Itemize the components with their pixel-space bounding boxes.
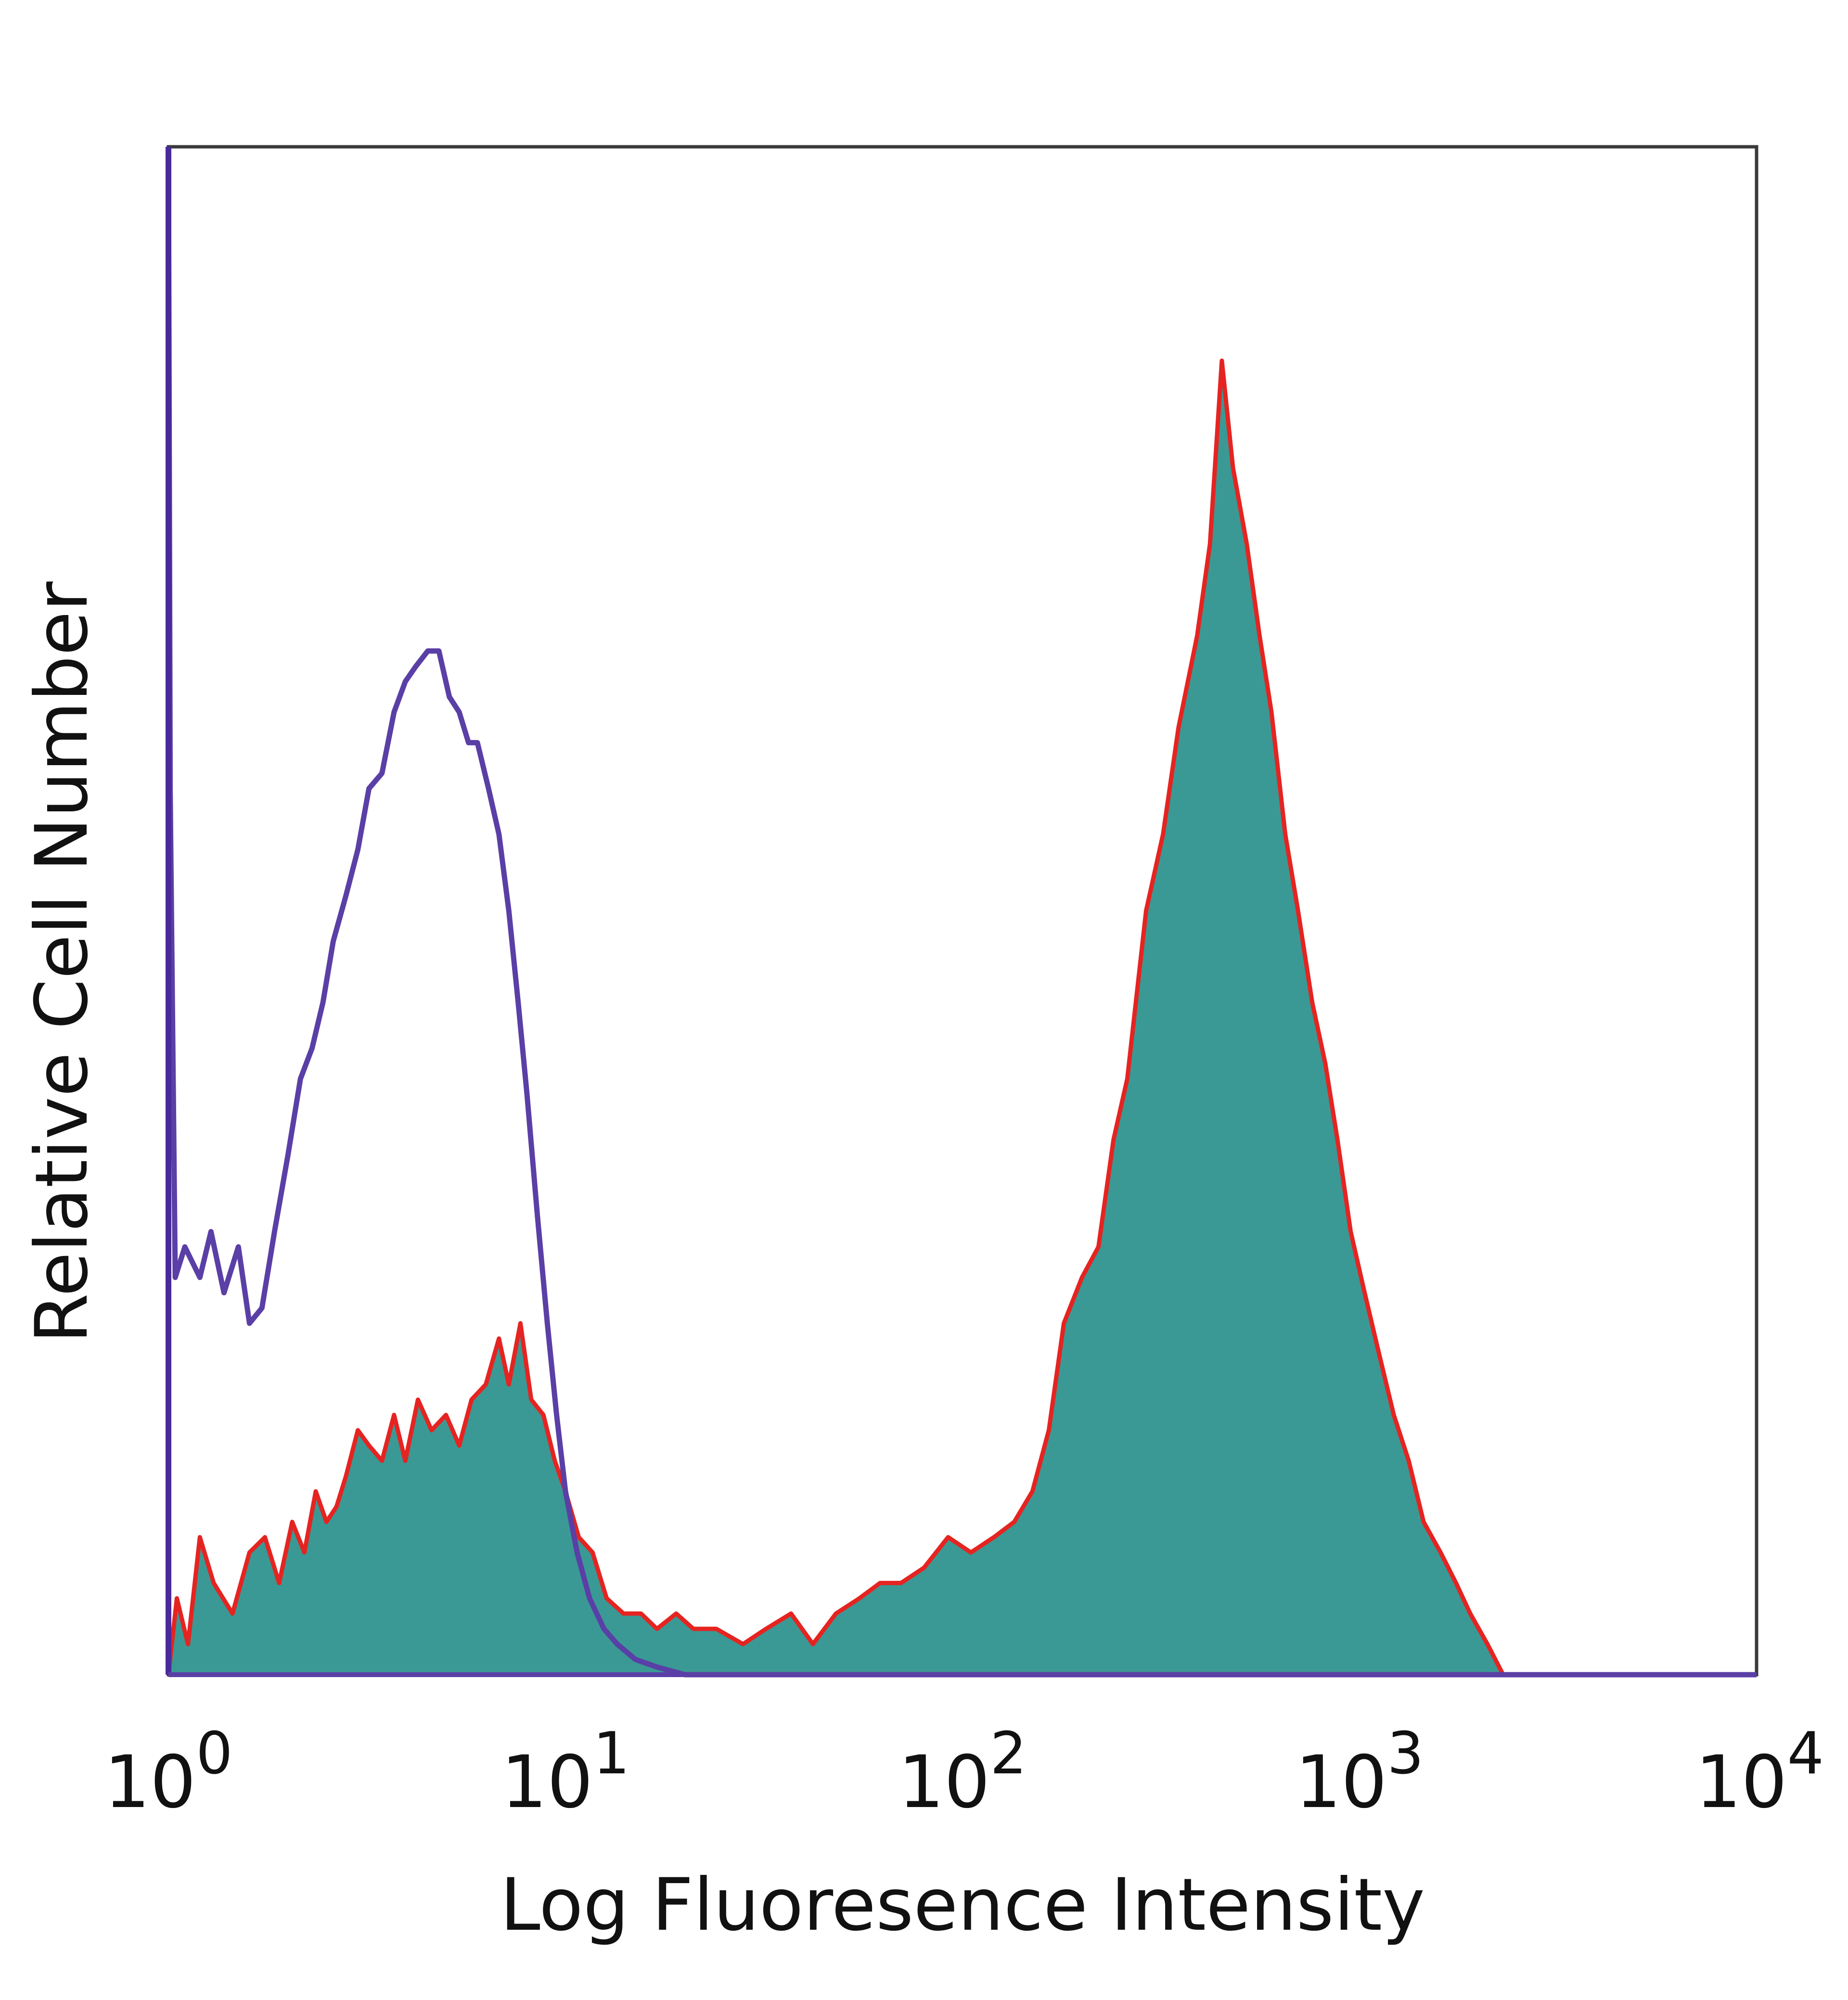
- x-tick-label: 101: [501, 1720, 629, 1824]
- x-tick-labels: 100 101 102 103 104: [104, 1720, 1824, 1824]
- x-tick-label: 103: [1295, 1720, 1424, 1824]
- x-tick-exponent: 2: [990, 1720, 1027, 1787]
- series-outline-histogram: [166, 146, 1757, 1678]
- x-tick-base: 10: [1295, 1741, 1387, 1824]
- x-tick-exponent: 0: [196, 1720, 232, 1787]
- x-axis-label: Log Fluoresence Intensity: [500, 1863, 1425, 1947]
- x-tick-exponent: 1: [593, 1720, 629, 1787]
- series-filled-outline: [166, 359, 1757, 1677]
- x-tick-base: 10: [501, 1741, 593, 1824]
- x-tick-base: 10: [1695, 1741, 1787, 1824]
- series-filled-area: [168, 360, 1757, 1675]
- x-tick-label: 100: [104, 1720, 232, 1824]
- x-tick-exponent: 4: [1787, 1720, 1824, 1787]
- x-tick-base: 10: [104, 1741, 196, 1824]
- series-layer: [166, 146, 1757, 1678]
- x-tick-label: 104: [1695, 1720, 1824, 1824]
- x-tick-label: 102: [898, 1720, 1027, 1824]
- x-tick-base: 10: [898, 1741, 990, 1824]
- y-axis-label: Relative Cell Number: [20, 581, 104, 1344]
- x-tick-exponent: 3: [1387, 1720, 1424, 1787]
